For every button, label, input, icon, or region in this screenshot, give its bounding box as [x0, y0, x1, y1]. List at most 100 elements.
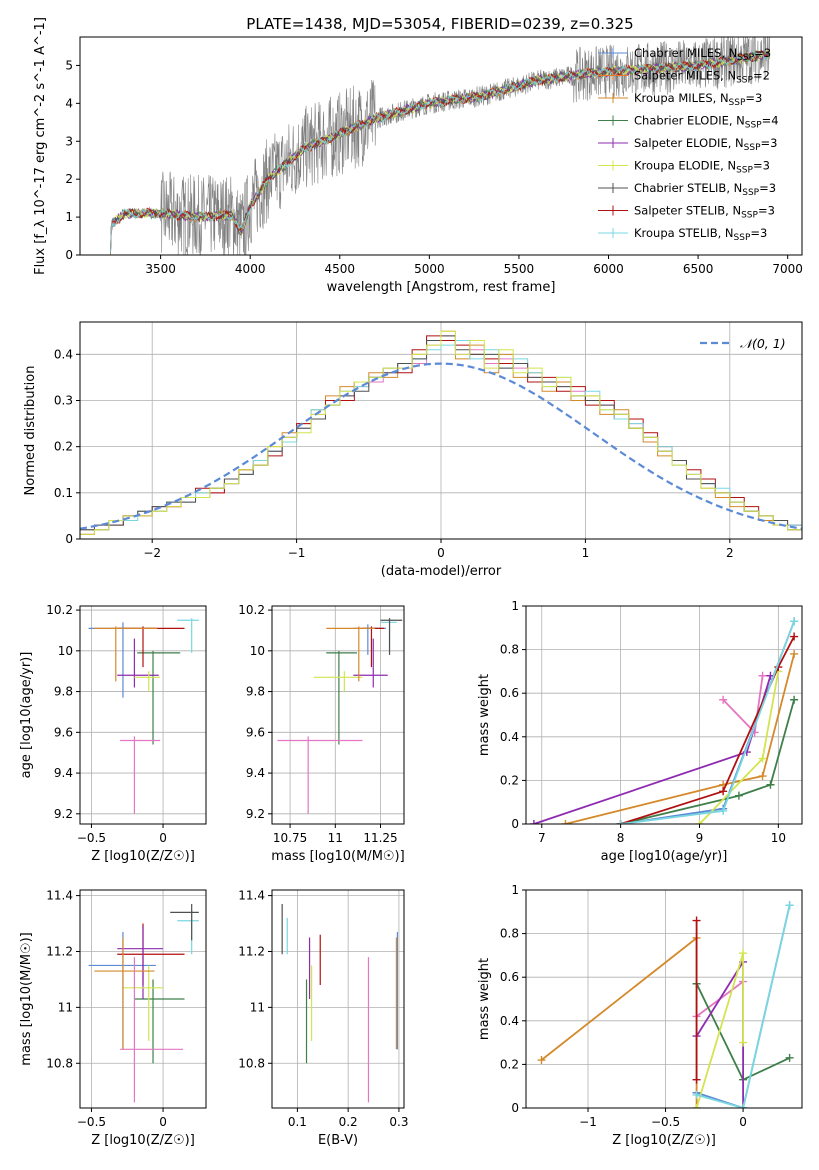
age_vs_mass-marks [277, 618, 403, 814]
y-tick-label: 4 [65, 96, 73, 110]
y-tick-label: 1 [65, 210, 73, 224]
age_vs_mass-panel: 10.75 11 11.25 9.2 9.4 9.6 9.8 10 10.2 mass [log1… [238, 603, 404, 864]
weight-marker [616, 820, 625, 824]
residual_hist-marks [80, 330, 802, 535]
weight-marker [758, 772, 767, 781]
weight-series-3 [620, 699, 795, 824]
weight-series-5 [695, 952, 744, 1108]
mass_vs_ebv-panel: 0.1 0.2 0.3 10.8 11 11.2 11.4 E(B-V) [238, 889, 408, 1148]
weight-marker [734, 791, 743, 800]
spectrum-panel: 3500 4000 4500 5000 5500 6000 6500 7000 0 1 2 3 4 5 wa… [33, 17, 803, 295]
errorbar-point-6 [94, 626, 158, 682]
weight-marker [785, 901, 794, 910]
weight_vs_age-frame [525, 605, 803, 825]
weight-marker [758, 671, 767, 680]
spectrum-frame [79, 36, 803, 256]
x-axis-label: Z [log10(Z/Z☉)] [612, 1133, 716, 1148]
legend-label: Salpeter ELODIE, NSSP=3 [634, 136, 777, 153]
weight-series-0 [620, 620, 795, 824]
weight_vs_Z-marks [537, 901, 794, 1108]
weight-marker [719, 806, 728, 815]
errorbar-point-1 [177, 618, 199, 653]
y-tick-label: 0.2 [500, 773, 519, 787]
legend-label: Salpeter MILES, NSSP=2 [634, 69, 770, 86]
weight-series-1 [722, 675, 764, 735]
legend-label: Kroupa ELODIE, NSSP=3 [634, 159, 770, 176]
x-tick-label: −1 [579, 1115, 597, 1129]
x-tick-label: 11 [328, 831, 343, 845]
legend-label: Salpeter STELIB, NSSP=3 [634, 204, 775, 221]
x-tick-label: −1 [288, 546, 306, 560]
y-tick-label: 0.4 [500, 1014, 519, 1028]
x-tick-label: −0.5 [77, 831, 106, 845]
y-tick-label: 3 [65, 134, 73, 148]
weight-marker [561, 820, 570, 824]
mass_vs_Z-panel: −0.5 0 10.8 11 11.2 11.4 Z [log10(Z/Z☉)] mass [… [19, 889, 207, 1148]
x-tick-label: 5000 [414, 262, 445, 276]
errorbar-point-4 [117, 638, 159, 688]
weight-marker [739, 1038, 748, 1047]
y-tick-label: 0.8 [500, 643, 519, 657]
y-tick-label: 0.3 [54, 393, 73, 407]
errorbar-point-3 [117, 626, 185, 668]
x-axis-label: wavelength [Angstrom, rest frame] [327, 280, 556, 295]
y-axis-label: Normed distribution [23, 366, 38, 496]
errorbar-point-0 [88, 931, 156, 1050]
weight-marker [790, 649, 799, 658]
x-tick-label: 10 [771, 831, 786, 845]
y-tick-label: 0 [65, 532, 73, 546]
y-tick-label: 9.6 [246, 725, 265, 739]
weight-marker [692, 1104, 701, 1108]
mass_vs_ebv-marks [281, 903, 398, 1103]
y-tick-label: 11 [250, 1000, 265, 1014]
errorbar-point-7 [380, 618, 403, 655]
y-tick-label: 9.8 [246, 685, 265, 699]
errorbar-point-2 [326, 650, 357, 745]
errorbar-point-2 [134, 979, 185, 1064]
x-axis-label: (data-model)/error [381, 564, 502, 579]
x-tick-label: 0.3 [389, 1115, 408, 1129]
y-tick-label: 0.1 [54, 486, 73, 500]
legend-label: Chabrier MILES, NSSP=3 [634, 46, 771, 63]
y-tick-label: 0.2 [500, 1057, 519, 1071]
errorbar-point-0 [88, 622, 156, 698]
weight-marker [790, 632, 799, 641]
y-tick-label: 11.4 [46, 889, 73, 903]
weight-series-6 [620, 636, 795, 824]
errorbar-point-1 [380, 618, 397, 653]
x-axis-label: age [log10(age/yr)] [601, 849, 728, 864]
y-tick-label: 0.2 [54, 440, 73, 454]
y-axis-label: age [log10(age/yr)] [19, 652, 34, 779]
weight-marker [739, 1104, 748, 1108]
x-tick-label: 4000 [235, 262, 266, 276]
legend-label: 𝒩(0, 1) [740, 336, 786, 351]
residual_hist-panel: −2 −1 0 1 2 0 0.1 0.2 0.3 0.4 (data-model)/error No… [23, 321, 803, 579]
spectrum-legend: Chabrier MILES, NSSP=3 Salpeter MILES, NS… [598, 46, 779, 243]
y-tick-label: 11 [58, 1000, 73, 1014]
x-tick-label: 9 [696, 831, 704, 845]
y-tick-label: 2 [65, 172, 73, 186]
weight-marker [692, 916, 701, 925]
y-axis-label: mass weight [477, 958, 492, 1040]
x-tick-label: 1 [582, 546, 590, 560]
x-tick-label: −2 [143, 546, 161, 560]
x-tick-label: −0.5 [651, 1115, 680, 1129]
y-tick-label: 10.2 [238, 603, 265, 617]
x-tick-label: 7 [538, 831, 546, 845]
y-tick-label: 11.2 [46, 944, 73, 958]
weight-marker [766, 780, 775, 789]
x-axis-label: E(B-V) [318, 1133, 358, 1148]
errorbar-point-5 [134, 671, 161, 692]
weight-marker [537, 1056, 546, 1065]
y-tick-label: 9.2 [54, 807, 73, 821]
weight-marker [790, 695, 799, 704]
x-axis-label: Z [log10(Z/Z☉)] [91, 1133, 195, 1148]
mass_vs_Z-frame [79, 889, 207, 1109]
y-tick-label: 1 [511, 599, 519, 613]
y-tick-label: 9.6 [54, 725, 73, 739]
errorbar-point-7 [120, 736, 161, 814]
y-tick-label: 0 [511, 817, 519, 831]
errorbar-point-5 [122, 965, 164, 1041]
x-tick-label: 0 [437, 546, 445, 560]
weight-series-7 [696, 905, 791, 1108]
